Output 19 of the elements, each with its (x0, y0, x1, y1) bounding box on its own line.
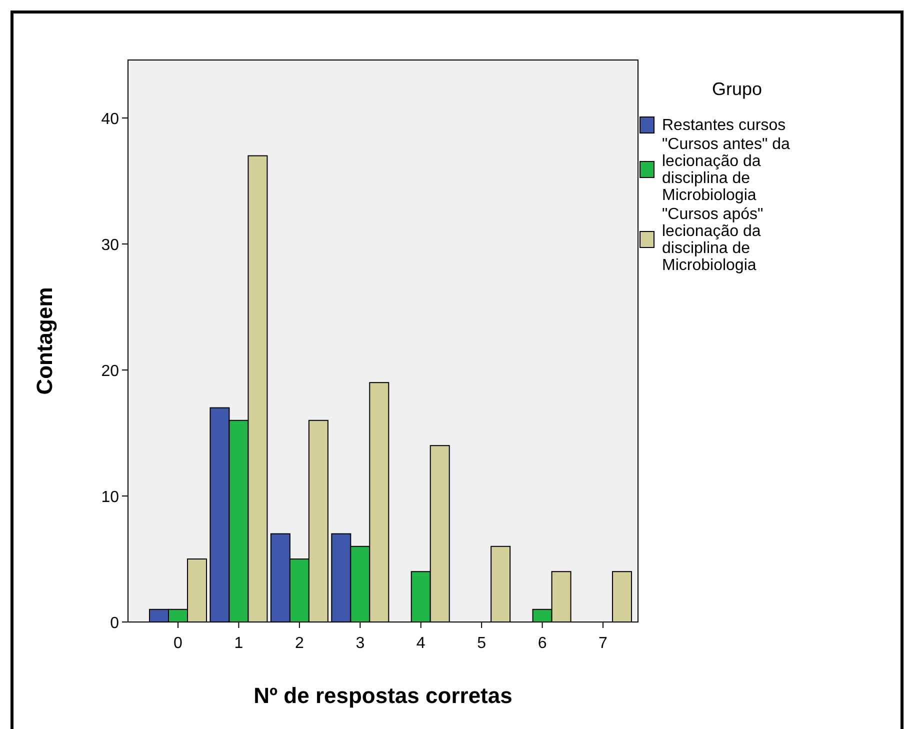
x-tick-label: 2 (294, 635, 304, 652)
y-axis-title: Contagem (32, 287, 57, 395)
legend-title: Grupo (712, 79, 762, 99)
x-tick-label: 6 (538, 635, 547, 652)
x-tick-label: 1 (234, 635, 244, 652)
x-tick-label: 3 (356, 635, 365, 652)
y-tick-label: 0 (110, 615, 120, 632)
x-tick-label: 4 (416, 635, 426, 652)
y-tick-label: 10 (101, 488, 120, 506)
x-tick-label: 7 (598, 635, 608, 652)
y-tick-label: 20 (101, 362, 120, 380)
legend-label: "Cursos após" lecionação da disciplina de Microbiologia (662, 206, 764, 274)
y-tick-label: 30 (101, 236, 120, 254)
x-axis-title: Nº de respostas corretas (254, 683, 512, 708)
x-tick-label: 0 (174, 635, 183, 652)
legend-label: "Cursos antes" da lecionação da disciplina de Microbiologia (662, 136, 790, 204)
y-tick-label: 40 (101, 110, 120, 128)
legend-label: Restantes cursos (662, 117, 786, 134)
x-tick-label: 5 (477, 635, 486, 652)
